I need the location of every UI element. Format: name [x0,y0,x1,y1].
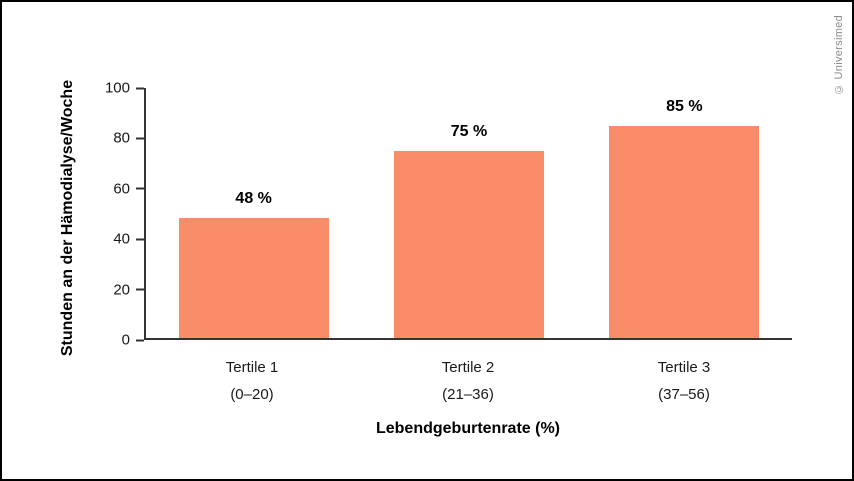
y-tick-label: 100 [104,79,130,97]
bar [393,150,544,338]
y-tick: 60 [86,180,144,197]
bar-value-label: 48 % [235,190,272,207]
y-tick-label: 60 [113,180,130,198]
category-range: (21–36) [442,386,494,403]
y-tick: 100 [86,80,144,97]
y-tick: 80 [86,130,144,147]
y-tick-mark [136,288,144,291]
category-range: (0–20) [230,386,274,403]
y-tick-mark [136,137,144,140]
y-tick-label: 40 [113,230,130,248]
bar-series: 48 % 75 % 85 % [146,88,792,338]
bar-value-label: 75 % [450,122,488,140]
plot-area: 0 20 40 60 80 100 48 % 75 % 85 % [105,80,792,349]
bar [178,218,329,338]
y-tick: 0 [86,332,144,349]
y-tick-label: 80 [113,129,130,147]
category-name: Tertile 3 [657,359,711,376]
bar-value-label: 85 % [666,97,703,115]
y-tick-label: 20 [113,281,130,299]
bar-slot: 75 % [361,88,576,338]
bar-slot: 48 % [146,88,361,338]
category-name: Tertile 2 [441,359,495,376]
y-tick-mark [136,87,144,89]
bar-slot: 85 % [577,88,792,338]
y-tick-mark [136,339,144,341]
y-tick: 40 [86,231,144,248]
y-tick-mark [136,238,144,241]
category-label: Tertile 1 (0–20) [144,354,360,408]
category-label: Tertile 2 (21–36) [360,354,576,408]
y-tick-mark [136,187,144,190]
category-range: (37–56) [658,386,710,403]
copyright-label: © Universimed [833,15,845,96]
x-axis-title: Lebendgeburtenrate (%) [375,420,560,437]
y-tick-label: 0 [121,331,130,349]
category-name: Tertile 1 [225,359,279,376]
x-axis-categories: Tertile 1 (0–20) Tertile 2 (21–36) Tertile 3… [144,354,792,408]
category-label: Tertile 3 (37–56) [576,354,792,408]
y-tick: 20 [86,281,144,298]
bar [609,125,760,338]
y-axis-title: Stunden an der Hämodialyse/Woche [59,79,76,357]
